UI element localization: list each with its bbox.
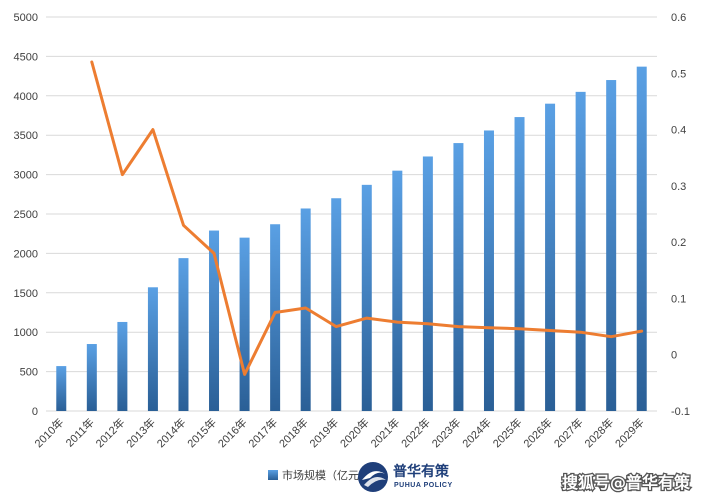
bar [422,156,433,411]
legend-label: 市场规模（亿元） [282,468,370,482]
bar-series [56,66,647,412]
bar [483,130,494,412]
y-left-tick-label: 3500 [14,130,38,142]
bar [453,143,464,411]
y-left-tick-label: 1000 [14,327,38,339]
bar [56,366,67,411]
bar [636,66,647,412]
y-right-tick-label: 0.6 [671,12,686,24]
y-right-tick-label: -0.1 [671,406,690,418]
puhua-logo: 普华有策 PUHUA POLICY [358,462,453,492]
logo-swoosh2-icon [364,476,386,487]
bar [239,237,250,411]
y-left-tick-label: 4000 [14,91,38,103]
legend: 市场规模（亿元） [268,468,370,482]
y-left-tick-label: 2500 [14,209,38,221]
bar [361,184,372,411]
y-left-tick-label: 500 [20,367,38,379]
bar [178,258,189,411]
bar [575,91,586,412]
y-left-tick-label: 2000 [14,248,38,260]
logo-name: 普华有策 [393,463,450,480]
legend-swatch [268,470,278,480]
gridlines [46,16,657,412]
y-left-tick-label: 0 [32,406,38,418]
right-axis-ticks: -0.1 0 0.1 0.2 0.3 0.4 0.5 0.6 [671,12,690,418]
bar [209,230,220,411]
y-left-tick-label: 5000 [14,12,38,24]
bar [270,224,281,411]
bar [86,344,97,411]
bar [606,80,617,411]
y-right-tick-label: 0 [671,350,677,362]
logo-circle-icon [358,462,388,492]
bar [331,198,342,411]
y-left-tick-label: 4500 [14,51,38,63]
logo-swoosh-icon [362,471,385,480]
logo-subtitle: PUHUA POLICY [394,482,453,489]
y-right-tick-label: 0.4 [671,125,686,137]
growth-line [90,60,644,376]
bar [545,103,556,412]
left-axis-ticks: 0 500 1000 1500 2000 2500 3000 3500 4000 4500 5000 [14,12,38,418]
bar [300,208,311,411]
y-left-tick-label: 3000 [14,170,38,182]
bar [392,170,403,411]
watermark: 搜狐号@普华有策 [562,473,691,492]
bar [147,287,158,411]
bar [117,321,128,411]
bar [514,117,525,412]
line-series [90,60,644,376]
y-right-tick-label: 0.1 [671,293,686,305]
y-right-tick-label: 0.5 [671,68,686,80]
y-right-tick-label: 0.3 [671,181,686,193]
y-left-tick-label: 1500 [14,288,38,300]
y-right-tick-label: 0.2 [671,237,686,249]
